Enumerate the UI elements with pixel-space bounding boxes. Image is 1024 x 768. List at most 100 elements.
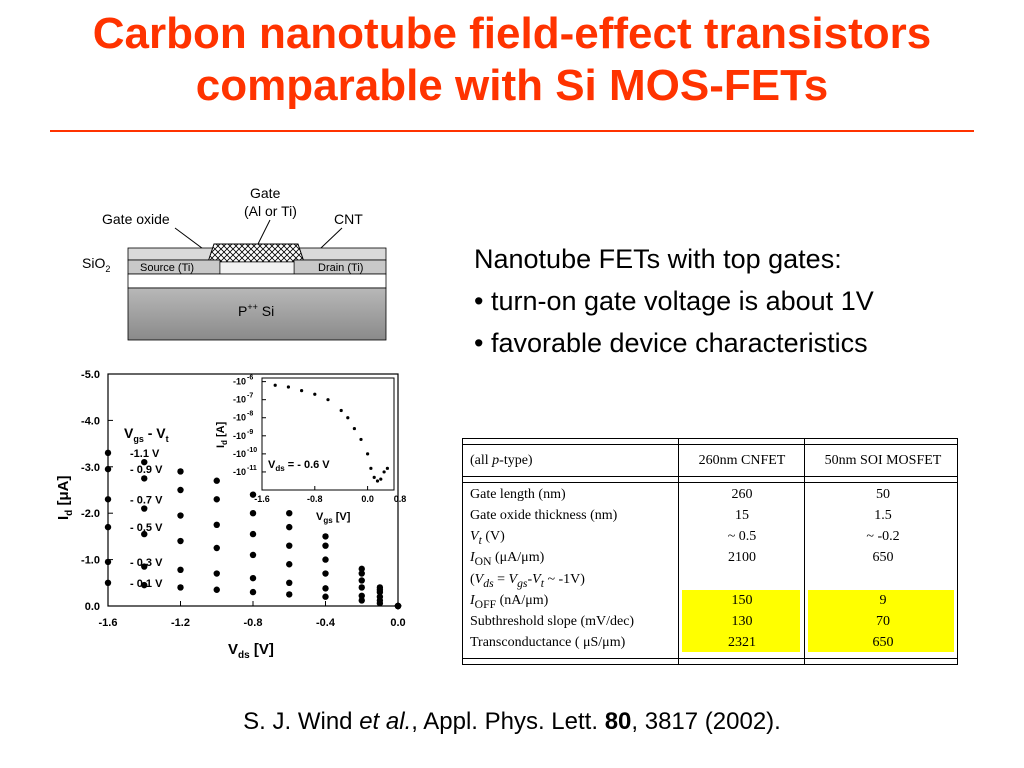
row-cnfet-ioff: 150 [731,593,753,608]
inset-data-point [369,466,373,470]
main-data-point [141,563,148,570]
main-data-point [104,558,112,566]
main-ytick-label: -1.0 [81,555,100,567]
main-ytick-label: 0.0 [85,601,100,613]
row-cnfet-transconductance: 2321 [728,635,756,650]
gate-label: Gate [250,185,281,201]
table-border-bottom-b [462,664,958,665]
row-cnfet-subthreshold: 130 [731,614,753,629]
main-data-point [141,458,148,466]
inset-data-point [339,408,343,413]
main-ytick-label: -2.0 [81,508,100,520]
inset-ytick-exponent: -6 [247,375,253,382]
inset-ytick-label: -10 [233,413,246,423]
inset-data-point [352,426,356,431]
row-label-bias-condition: (Vds = Vgs-Vt ~ -1V) [470,572,585,590]
sio2-label: SiO2 [82,255,110,274]
table-border-right [957,438,958,665]
gate-electrode [207,243,305,263]
main-data-point [141,505,148,512]
inset-xtick-label: 0.0 [361,494,374,504]
inset-ytick-label: -10 [233,449,246,459]
inset-data-point [346,416,350,420]
main-data-point [358,592,365,599]
main-xtick-label: 0.0 [390,617,405,629]
main-data-point [213,544,220,552]
legend-series-label: - 0.7 V [130,494,163,506]
substrate-label: P++ Si [238,302,274,319]
source-label: Source (Ti) [140,262,194,274]
table-border-top [462,438,958,439]
main-xtick-label: -1.6 [99,617,118,629]
gate-oxide-layer [219,261,295,275]
inset-data-point [359,437,363,442]
slide-title: Carbon nanotube field-effect transistors… [0,8,1024,112]
inset-ytick-exponent: -7 [247,393,253,400]
inset-annotation: Vds = - 0.6 V [268,459,330,473]
title-line-2: comparable with Si MOS-FETs [195,61,829,110]
inset-data-point [313,392,317,396]
main-data-point [213,586,220,593]
main-data-point [249,530,257,538]
main-data-point [376,600,384,607]
highlight-mosfet [808,590,954,652]
main-data-point [322,570,329,577]
legend-series-label: -1.1 V [130,448,160,460]
key-points-heading: Nanotube FETs with top gates: [474,244,842,274]
main-data-point [394,602,402,610]
gate-material-label: (Al or Ti) [244,203,297,219]
bullet-turn-on-voltage: • turn-on gate voltage is about 1V [474,286,874,316]
row-label-oxide: Gate oxide thickness (nm) [470,508,618,523]
inset-ytick-exponent: -10 [247,447,257,454]
legend-series-label: - 0.9 V [130,464,163,476]
legend-title: Vgs - Vt [124,425,169,444]
row-cnfet-ion: 2100 [728,550,756,565]
legend-series-label: - 0.1 V [130,578,163,590]
main-ytick-label: -5.0 [81,369,100,381]
main-data-point [177,566,184,574]
table-border-left [462,438,463,665]
main-data-point [376,588,384,596]
row-label-ioff: IOFF (nA/μm) [470,593,549,611]
table-divider-2 [804,438,805,665]
row-mosfet-vt: ~ -0.2 [866,529,900,544]
table-header-border-a [462,444,958,445]
gate-oxide-label: Gate oxide [102,211,170,227]
main-data-point [213,477,220,484]
main-data-point [286,542,293,549]
main-xtick-label: -0.4 [316,617,336,629]
citation: S. J. Wind et al., Appl. Phys. Lett. 80,… [0,708,1024,736]
main-data-point [322,585,329,592]
row-mosfet-gate-length: 50 [876,487,890,502]
table-header-border-b [462,476,958,477]
citation-volume: 80 [604,708,632,735]
table-border-bottom-a [462,658,958,659]
table-header-border-c [462,482,958,483]
main-data-point [286,579,293,586]
main-data-point [177,584,184,591]
main-data-point [213,496,220,503]
main-data-point [249,510,257,517]
inset-data-point [326,398,330,402]
main-data-point [358,584,365,591]
pointer-gate [257,219,271,245]
main-data-point [286,510,293,517]
main-data-point [104,579,112,586]
row-label-gate-length: Gate length (nm) [470,487,566,502]
row-cnfet-oxide: 15 [735,508,749,523]
citation-journal: , Appl. Phys. Lett. [411,708,605,735]
inset-ylabel: Id [A] [215,421,229,448]
inset-data-point [286,385,290,389]
main-data-point [249,574,257,582]
row-mosfet-oxide: 1.5 [874,508,892,523]
main-data-point [249,491,257,498]
row-label-vt: Vt (V) [470,529,505,547]
drain-label: Drain (Ti) [318,262,363,274]
main-data-point [322,542,329,549]
iv-characteristics-plot: -5.0 -4.0 -3.0 -2.0 -1.0 0.0 -1.6 -1.2 -0.8 -0.4… [55,369,406,660]
inset-data-point [382,470,386,474]
row-mosfet-transconductance: 650 [872,635,894,650]
citation-etal: et al. [359,708,412,735]
inset-xtick-label: -0.8 [307,494,323,504]
row-mosfet-ion: 650 [872,550,894,565]
